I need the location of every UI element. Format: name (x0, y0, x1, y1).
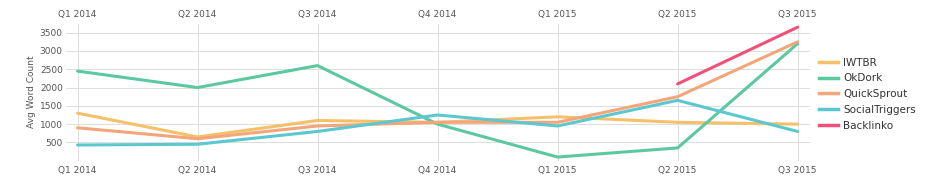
Legend: IWTBR, OkDork, QuickSprout, SocialTriggers, Backlinko: IWTBR, OkDork, QuickSprout, SocialTrigge… (815, 54, 920, 135)
Y-axis label: Avg Word Count: Avg Word Count (26, 56, 36, 128)
